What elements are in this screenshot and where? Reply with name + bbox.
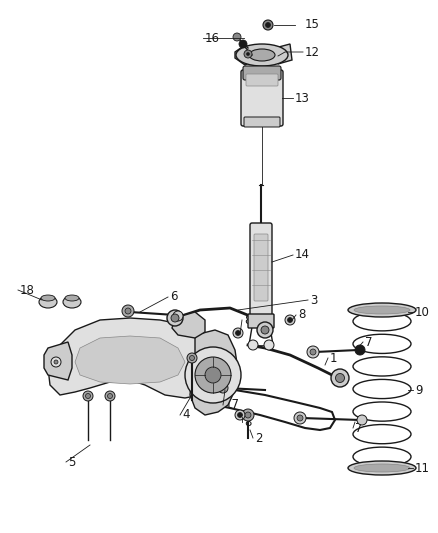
Text: 5: 5 bbox=[68, 456, 75, 469]
Circle shape bbox=[190, 356, 194, 360]
FancyBboxPatch shape bbox=[244, 117, 280, 127]
Circle shape bbox=[105, 391, 115, 401]
Text: 9: 9 bbox=[415, 384, 423, 397]
Ellipse shape bbox=[348, 303, 416, 317]
Circle shape bbox=[357, 415, 367, 425]
Circle shape bbox=[235, 410, 245, 420]
Ellipse shape bbox=[236, 44, 288, 66]
Circle shape bbox=[239, 40, 247, 48]
Circle shape bbox=[167, 310, 183, 326]
Circle shape bbox=[247, 52, 250, 55]
Text: 12: 12 bbox=[305, 45, 320, 59]
Text: 13: 13 bbox=[295, 92, 310, 104]
Polygon shape bbox=[190, 330, 238, 415]
Circle shape bbox=[265, 22, 271, 28]
Circle shape bbox=[261, 326, 269, 334]
Ellipse shape bbox=[41, 295, 55, 301]
Circle shape bbox=[218, 383, 228, 393]
Text: 7: 7 bbox=[355, 422, 363, 434]
Ellipse shape bbox=[348, 461, 416, 475]
FancyBboxPatch shape bbox=[254, 234, 268, 301]
Text: 2: 2 bbox=[255, 432, 262, 445]
Circle shape bbox=[331, 369, 349, 387]
Circle shape bbox=[263, 20, 273, 30]
Polygon shape bbox=[275, 44, 292, 64]
Polygon shape bbox=[75, 336, 185, 384]
Ellipse shape bbox=[39, 296, 57, 308]
Circle shape bbox=[355, 345, 365, 355]
Circle shape bbox=[187, 353, 197, 363]
Ellipse shape bbox=[354, 306, 410, 314]
Text: 15: 15 bbox=[305, 19, 320, 31]
Circle shape bbox=[294, 412, 306, 424]
Circle shape bbox=[248, 340, 258, 350]
Circle shape bbox=[285, 315, 295, 325]
Text: 10: 10 bbox=[415, 305, 430, 319]
Polygon shape bbox=[172, 312, 205, 338]
FancyBboxPatch shape bbox=[241, 70, 283, 126]
Circle shape bbox=[195, 357, 231, 393]
Text: 6: 6 bbox=[170, 290, 177, 303]
Circle shape bbox=[173, 311, 183, 321]
Circle shape bbox=[336, 374, 345, 383]
Text: 1: 1 bbox=[330, 351, 338, 365]
FancyBboxPatch shape bbox=[248, 314, 274, 328]
Circle shape bbox=[107, 393, 113, 399]
Polygon shape bbox=[44, 342, 72, 380]
Text: 16: 16 bbox=[205, 31, 220, 44]
Ellipse shape bbox=[65, 295, 79, 301]
FancyBboxPatch shape bbox=[243, 66, 281, 80]
Text: 4: 4 bbox=[182, 408, 190, 422]
Circle shape bbox=[297, 415, 303, 421]
Circle shape bbox=[245, 412, 251, 418]
Circle shape bbox=[83, 391, 93, 401]
Circle shape bbox=[237, 413, 243, 417]
Circle shape bbox=[185, 347, 241, 403]
Circle shape bbox=[287, 318, 293, 322]
FancyBboxPatch shape bbox=[246, 74, 278, 86]
Ellipse shape bbox=[249, 49, 275, 61]
Circle shape bbox=[125, 308, 131, 314]
Circle shape bbox=[54, 360, 58, 364]
Text: 17: 17 bbox=[225, 399, 240, 411]
Circle shape bbox=[257, 322, 273, 338]
Polygon shape bbox=[48, 318, 215, 398]
Text: 8: 8 bbox=[244, 313, 251, 327]
Text: 3: 3 bbox=[310, 294, 318, 306]
Text: 8: 8 bbox=[298, 309, 305, 321]
Circle shape bbox=[51, 357, 61, 367]
Circle shape bbox=[233, 328, 243, 338]
Circle shape bbox=[171, 314, 179, 322]
Polygon shape bbox=[235, 45, 255, 65]
Circle shape bbox=[310, 349, 316, 355]
Circle shape bbox=[236, 330, 240, 335]
Circle shape bbox=[307, 346, 319, 358]
FancyBboxPatch shape bbox=[250, 223, 272, 322]
Text: 18: 18 bbox=[20, 284, 35, 296]
Circle shape bbox=[122, 305, 134, 317]
Ellipse shape bbox=[63, 296, 81, 308]
Text: 8: 8 bbox=[244, 416, 251, 429]
Circle shape bbox=[205, 367, 221, 383]
Text: 14: 14 bbox=[295, 248, 310, 262]
Text: 11: 11 bbox=[415, 462, 430, 474]
Circle shape bbox=[264, 340, 274, 350]
Circle shape bbox=[244, 50, 252, 58]
Text: 7: 7 bbox=[365, 335, 372, 349]
Circle shape bbox=[233, 33, 241, 41]
Circle shape bbox=[242, 409, 254, 421]
Ellipse shape bbox=[354, 464, 410, 472]
Circle shape bbox=[85, 393, 91, 399]
